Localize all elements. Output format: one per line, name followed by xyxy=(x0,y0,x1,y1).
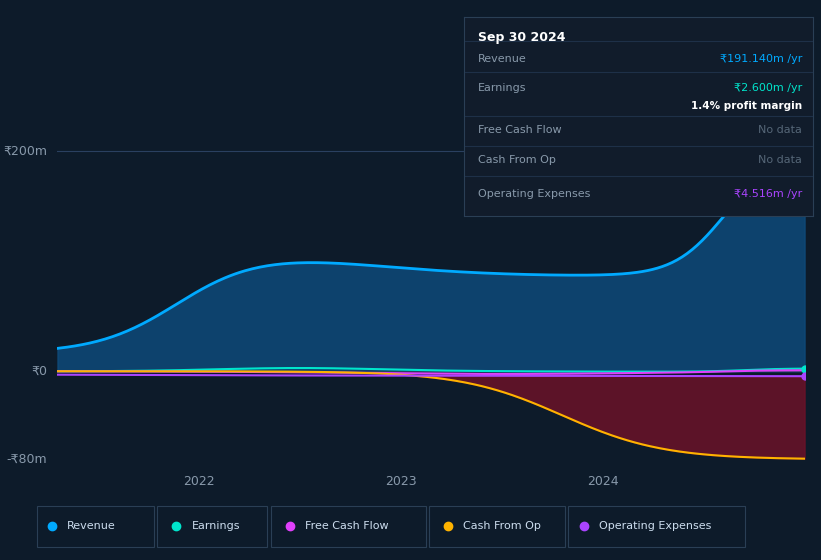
Text: Operating Expenses: Operating Expenses xyxy=(599,521,712,531)
Text: Cash From Op: Cash From Op xyxy=(463,521,541,531)
Text: No data: No data xyxy=(759,125,802,135)
Text: 1.4% profit margin: 1.4% profit margin xyxy=(691,101,802,111)
Text: ₹4.516m /yr: ₹4.516m /yr xyxy=(734,189,802,199)
Text: Operating Expenses: Operating Expenses xyxy=(478,189,590,199)
Text: No data: No data xyxy=(759,155,802,165)
Text: Sep 30 2024: Sep 30 2024 xyxy=(478,31,566,44)
Text: Free Cash Flow: Free Cash Flow xyxy=(305,521,388,531)
Text: ₹200m: ₹200m xyxy=(3,144,48,157)
Text: Revenue: Revenue xyxy=(478,54,526,63)
Text: -₹80m: -₹80m xyxy=(7,453,48,466)
Text: ₹0: ₹0 xyxy=(31,365,48,378)
Text: ₹191.140m /yr: ₹191.140m /yr xyxy=(720,54,802,63)
Text: Earnings: Earnings xyxy=(191,521,240,531)
Text: Revenue: Revenue xyxy=(67,521,116,531)
Text: Cash From Op: Cash From Op xyxy=(478,155,556,165)
Text: Free Cash Flow: Free Cash Flow xyxy=(478,125,562,135)
Text: Earnings: Earnings xyxy=(478,83,526,94)
Text: ₹2.600m /yr: ₹2.600m /yr xyxy=(734,83,802,94)
